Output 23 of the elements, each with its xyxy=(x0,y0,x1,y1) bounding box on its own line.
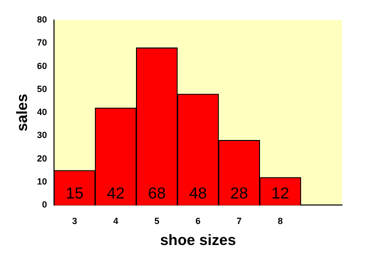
y-tick-label: 70 xyxy=(36,38,48,48)
data-label: 15 xyxy=(66,186,84,203)
data-label: 12 xyxy=(271,186,290,203)
x-tick-label: 4 xyxy=(113,216,118,226)
x-tick-label: 8 xyxy=(278,216,283,226)
y-axis-title: sales xyxy=(14,94,32,132)
y-tick-label: 40 xyxy=(36,107,48,118)
y-tick-label: 80 xyxy=(36,14,48,24)
data-label: 48 xyxy=(189,186,208,203)
y-tick-label: 10 xyxy=(36,176,48,187)
x-axis-title: shoe sizes xyxy=(160,232,236,250)
data-label: 42 xyxy=(106,186,125,203)
data-label: 68 xyxy=(148,186,166,203)
y-tick-label: 0 xyxy=(42,200,48,210)
x-tick-label: 7 xyxy=(236,216,242,226)
y-tick-label: 20 xyxy=(36,153,48,164)
x-tick-label: 6 xyxy=(196,216,201,226)
y-tick-label: 60 xyxy=(36,60,48,71)
y-tick-label: 50 xyxy=(36,84,48,94)
y-tick-label: 30 xyxy=(36,130,48,140)
x-tick-label: 5 xyxy=(154,216,160,226)
x-tick-label: 3 xyxy=(72,216,78,226)
data-label: 28 xyxy=(230,186,248,203)
